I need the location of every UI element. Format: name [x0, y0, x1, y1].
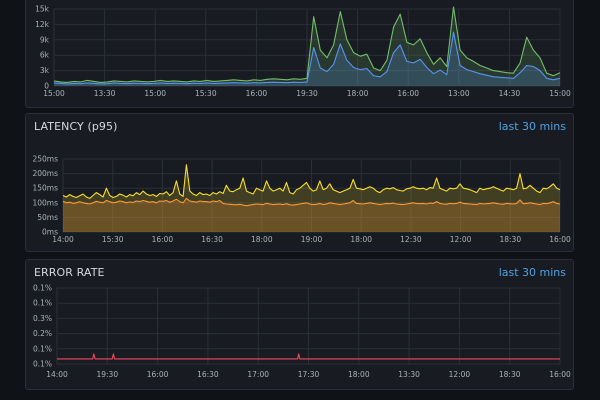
y-tick-label: 100ms [32, 198, 58, 207]
y-tick-label: 0.1% [33, 284, 52, 293]
x-tick-label: 19:30 [296, 89, 318, 98]
y-tick-label: 0 [44, 82, 49, 91]
x-tick-label: 15:30 [102, 235, 124, 244]
x-tick-label: 15:00 [43, 89, 65, 98]
x-tick-label: 16:00 [397, 89, 419, 98]
latency-time-range[interactable]: last 30 mins [498, 120, 566, 133]
error-rate-panel-title: ERROR RATE [34, 266, 105, 279]
y-tick-label: 9k [40, 35, 50, 44]
latency-panel: LATENCY (p95) last 30 mins 0ms 50ms 100ms 1… [25, 113, 574, 252]
requests-chart: 0 3k 6k 9k 12k 15k 15:00 13:30 15:00 15:30 16:00 19… [35, 5, 571, 99]
x-tick-label: 15:00 [549, 89, 571, 98]
x-tick-label: 16:00 [152, 235, 174, 244]
x-tick-label: 12:00 [450, 235, 472, 244]
latency-chart: 0ms 50ms 100ms 150ms 200ms 250ms 14:00 15:30 16:… [32, 155, 571, 245]
error-rate-panel: ERROR RATE last 30 mins 0.1% 0.1% 0.2% 0.3%… [25, 259, 574, 390]
y-tick-label: 0ms [42, 228, 58, 237]
series-line-2 [62, 197, 561, 207]
x-tick-label: 16:00 [147, 370, 169, 379]
error-rate-chart: 0.1%0.1%0.2%0.3%0.1%0.1%14:00 19:30 16:00 1… [33, 284, 571, 380]
x-tick-label: 12:00 [449, 370, 471, 379]
y-tick-label: 3k [40, 66, 50, 75]
x-tick-label: 15:00 [144, 89, 166, 98]
x-tick-label: 15:30 [195, 89, 217, 98]
x-tick-label: 17:30 [298, 370, 320, 379]
x-tick-label: 16:00 [549, 370, 571, 379]
series-line-1 [53, 6, 561, 83]
x-tick-label: 18:00 [348, 370, 370, 379]
y-tick-label: 200ms [32, 169, 58, 178]
x-tick-label: 18:00 [347, 89, 369, 98]
x-tick-label: 13:30 [94, 89, 116, 98]
x-tick-label: 16:00 [246, 89, 268, 98]
x-tick-label: 14:30 [499, 89, 521, 98]
series-line-1 [62, 164, 561, 199]
x-tick-label: 18:00 [251, 235, 273, 244]
x-tick-label: 16:30 [197, 370, 219, 379]
series-area-2 [63, 198, 560, 232]
x-tick-label: 19:00 [301, 235, 323, 244]
x-tick-label: 16:00 [549, 235, 571, 244]
x-tick-label: 13:00 [448, 89, 470, 98]
y-tick-label: 250ms [32, 155, 58, 164]
y-tick-label: 12k [35, 20, 50, 29]
x-tick-label: 13:30 [398, 370, 420, 379]
series-area-1 [54, 7, 560, 86]
x-tick-label: 18:00 [350, 235, 372, 244]
x-tick-label: 14:00 [46, 370, 68, 379]
series-line-1 [57, 353, 560, 360]
y-tick-label: 15k [35, 5, 50, 14]
requests-panel: 0 3k 6k 9k 12k 15k 15:00 13:30 15:00 15:30 16:00 19… [25, 0, 574, 108]
series-line-2 [53, 31, 561, 85]
y-tick-label: 150ms [32, 184, 58, 193]
x-tick-label: 12:30 [400, 235, 422, 244]
y-tick-label: 0.1% [33, 299, 52, 308]
y-tick-label: 50ms [37, 213, 58, 222]
y-tick-label: 0.1% [33, 344, 52, 353]
x-tick-label: 16:30 [201, 235, 223, 244]
y-tick-label: 0.1% [33, 360, 52, 369]
latency-panel-title: LATENCY (p95) [34, 120, 118, 133]
x-tick-label: 18:30 [499, 235, 521, 244]
x-tick-label: 18:30 [499, 370, 521, 379]
y-tick-label: 0.3% [33, 314, 52, 323]
y-tick-label: 0.2% [33, 329, 52, 338]
y-tick-label: 6k [40, 51, 50, 60]
x-tick-label: 17:00 [247, 370, 269, 379]
error-rate-time-range[interactable]: last 30 mins [498, 266, 566, 279]
x-tick-label: 19:30 [96, 370, 118, 379]
x-tick-label: 14:00 [52, 235, 74, 244]
